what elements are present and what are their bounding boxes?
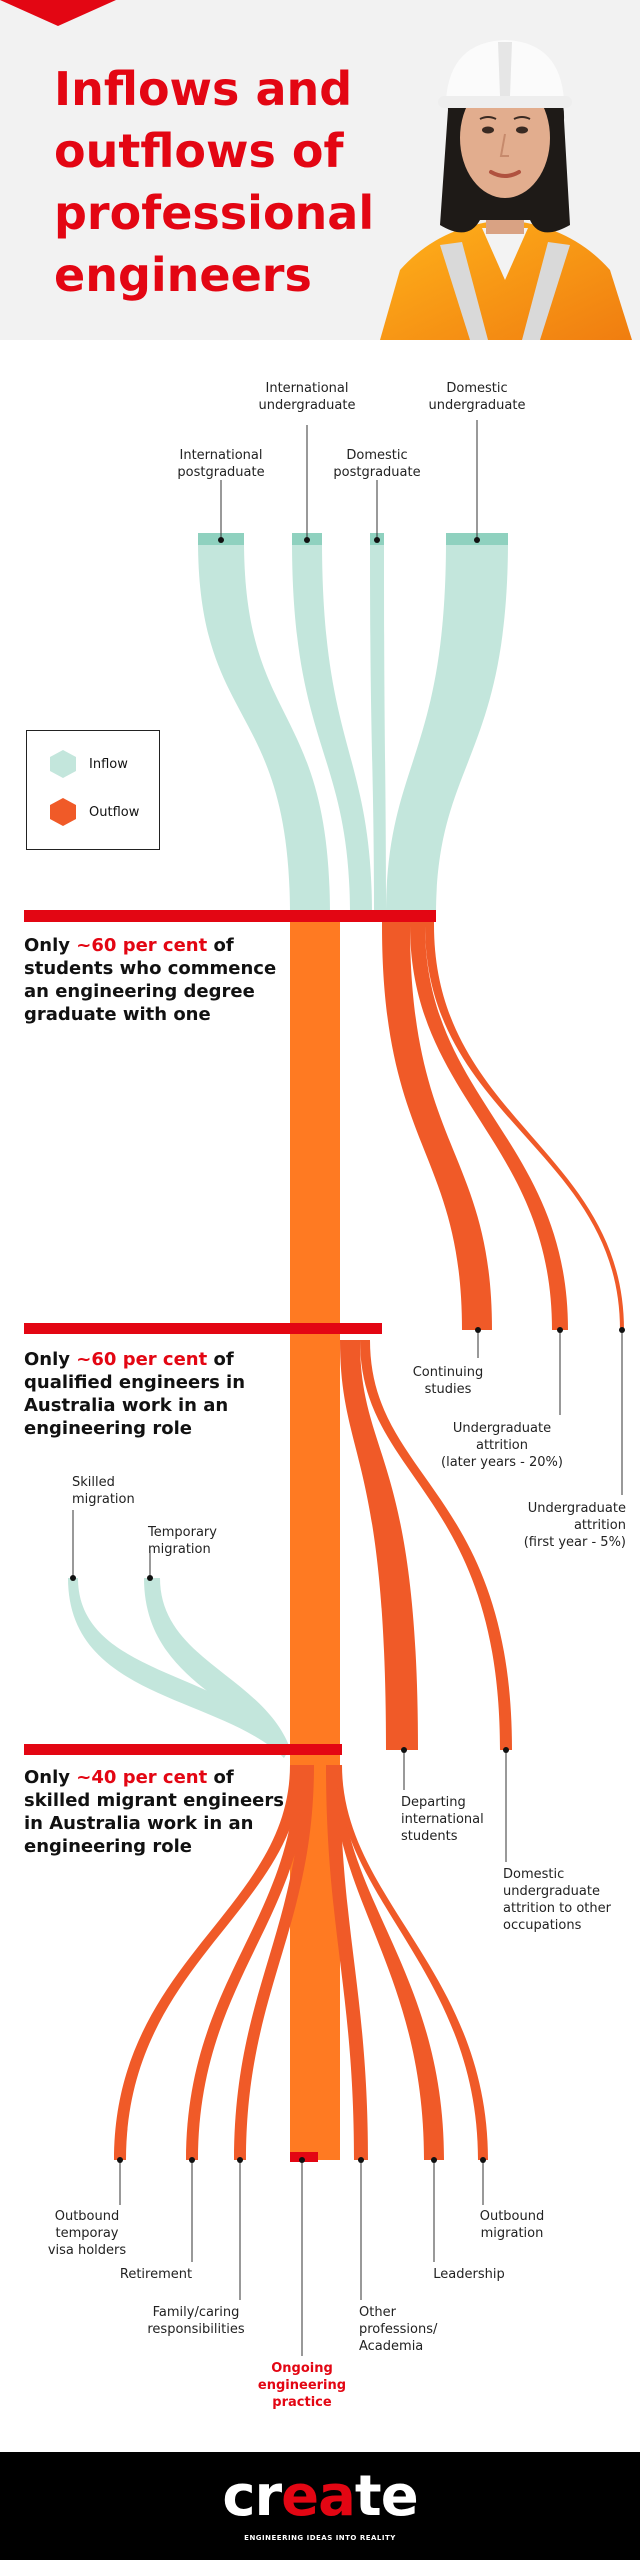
label-leadership: Leadership [433,2267,505,2282]
engineer-photo [380,40,632,340]
inflow-hexagon-icon [50,750,76,778]
inflow-caps [198,533,508,545]
outflow-retirement [186,1765,308,2160]
outflow-undergrad-attrition-later [410,925,568,1330]
flow-svg [24,420,625,2356]
label-other-professions: Other professions/Academia [359,2305,438,2354]
legend-label-outflow: Outflow [89,804,140,820]
label-domestic-attrition: Domestic undergraduate attrition to other o… [503,1867,611,1933]
outflow-stage3 [114,1765,488,2160]
ongoing-cap [290,2152,318,2162]
outflow-leadership [332,1765,444,2160]
inflow-international-postgraduate [198,540,330,915]
inflow-domestic-postgraduate [370,540,386,915]
label-undergrad-attrition-later: Undergraduate attrition (later years - 20%… [441,1421,563,1470]
stat-workforce: Only ~60 per cent of qualified engineers… [24,1349,246,1439]
stat-migrants: Only ~40 per cent of skilled migrant eng… [24,1767,284,1857]
label-departing-international: Departing international students [401,1795,484,1844]
outflow-family-caring [234,1765,314,2160]
stage-bar-migrants [24,1744,342,1755]
label-skilled-migration: Skilled migration [72,1475,135,1507]
stage-bar-workforce [24,1323,382,1334]
outflow-departing-international [340,1340,418,1750]
label-domestic-undergraduate: Domestic undergraduate [428,381,526,413]
label-domestic-postgraduate: Domestic postgraduate [333,448,421,480]
outflow-continuing-studies [382,925,492,1330]
outflow-hexagon-icon [50,798,76,826]
outflow-stage1 [382,915,624,1330]
label-outbound-temporary: Outbound temporay visa holders [47,2209,127,2258]
outflow-undergrad-attrition-first [425,925,624,1330]
leader-lines [70,420,625,2356]
logo-tagline: ENGINEERING IDEAS INTO REALITY [244,2534,396,2542]
legend-item-inflow: Inflow [49,749,128,779]
outflow-stage2 [340,1340,512,1750]
main-engineering-stream [290,915,340,2160]
inflow-skilled-migration [68,1578,284,1758]
stage-bars [24,910,436,1755]
label-ongoing-practice: Ongoing engineering practice [257,2361,347,2410]
create-logo: create [222,2464,418,2529]
legend-label-inflow: Inflow [89,756,128,772]
inflow-temporary-migration [144,1578,290,1758]
label-continuing-studies: Continuing studies [412,1365,484,1397]
outflow-other-professions [326,1765,368,2160]
label-retirement: Retirement [119,2267,193,2282]
stat-graduation: Only ~60 per cent of students who commen… [24,935,277,1025]
stage-bar-graduation [24,910,436,922]
footer: create ENGINEERING IDEAS INTO REALITY [0,2452,640,2560]
hero-banner: Inflows and outflows of professional eng… [0,0,640,340]
label-international-postgraduate: International postgraduate [177,448,265,480]
label-outbound-migration: Outbound migration [479,2209,545,2241]
page-title: Inflows and outflows of professional eng… [54,62,375,302]
corner-accent [0,0,116,26]
label-undergrad-attrition-first: Undergraduate attrition (first year - 5%) [523,1501,626,1550]
label-international-undergraduate: International undergraduate [258,381,356,413]
inflow-international-undergraduate [292,540,372,915]
inflow-streams [68,540,508,1758]
legend: Inflow Outflow [26,730,160,850]
label-family-caring: Family/caring responsibilities [147,2305,245,2337]
inflow-domestic-undergraduate [386,540,508,915]
legend-item-outflow: Outflow [49,797,139,827]
label-temporary-migration: Temporary migration [148,1525,217,1557]
outflow-domestic-attrition [360,1340,512,1750]
